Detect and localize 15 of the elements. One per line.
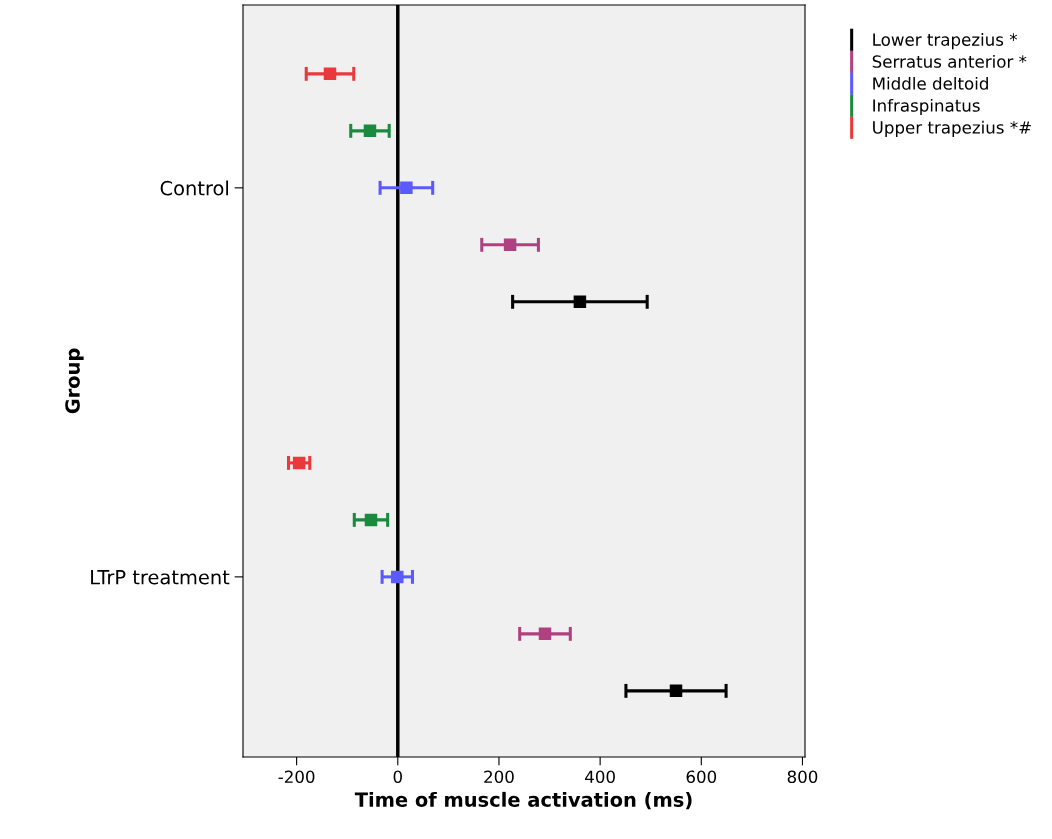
legend-label: Middle deltoid: [873, 76, 988, 90]
x-tick-label: 600: [686, 770, 717, 784]
x-tick-label: 0: [393, 770, 402, 784]
legend-label: Infraspinatus: [873, 98, 980, 116]
x-tick-label: 200: [484, 770, 514, 784]
x-tick-label: 800: [787, 770, 818, 784]
y-tick-label: LTrP treatment: [91, 570, 230, 585]
x-tick-label: -200: [278, 770, 315, 784]
legend-label: Upper trapezius *#: [873, 120, 1031, 137]
legend-label: Lower trapezius *: [873, 33, 1018, 50]
legend-label: Serratus anterior *: [872, 54, 1027, 68]
x-tick-label: 400: [585, 770, 615, 784]
y-tick-label: Control: [160, 180, 228, 196]
y-axis-title: Group: [65, 348, 84, 414]
x-axis-title: Time of muscle activation (ms): [354, 791, 692, 810]
